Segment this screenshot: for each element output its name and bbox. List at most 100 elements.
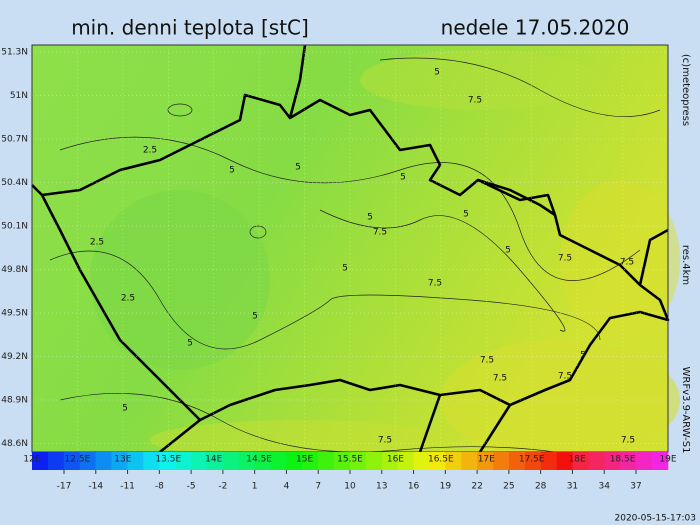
lat-labels: 51.3N 51N 50.7N 50.4N 50.1N 49.8N 49.5N 49.2N 48… xyxy=(1,48,28,450)
lon-label: 15.5E xyxy=(337,455,363,465)
colorbar-tick-label: -5 xyxy=(187,482,196,492)
colorbar-tick-label: 19 xyxy=(440,482,452,492)
border xyxy=(477,178,557,216)
lat-label: 50.4N xyxy=(1,178,28,188)
contour-label: 5 xyxy=(252,312,258,322)
lat-label: 49.8N xyxy=(1,265,28,275)
lon-label: 16.5E xyxy=(428,455,454,465)
contour-label: 2.5 xyxy=(121,294,135,304)
contour xyxy=(49,250,601,350)
contour-labels: 5 7.5 2.5 5 5 5 5 5 7.5 2.5 5 7.5 7.5 5 7.5 2.5 5 5 5 7.5 7.… xyxy=(90,68,635,446)
contour-label: 5 xyxy=(342,264,348,274)
contour-label: 5 xyxy=(434,68,440,78)
colorbar-segment xyxy=(254,452,271,470)
contour-label: 2.5 xyxy=(143,146,157,156)
contour-label: 5 xyxy=(187,339,193,349)
colorbar-segment xyxy=(477,452,494,470)
warm-area xyxy=(560,180,680,340)
colorbar-segment xyxy=(191,452,208,470)
lon-label: 13E xyxy=(114,455,131,465)
colorbar-segment xyxy=(461,452,478,470)
colorbar-segment xyxy=(652,452,669,470)
contour xyxy=(59,136,641,281)
colorbar-segment xyxy=(63,452,80,470)
colorbar-tick-label: 1 xyxy=(252,482,258,492)
lat-label: 50.1N xyxy=(1,222,28,232)
contour-label: 5 xyxy=(367,213,373,223)
colorbar-segment xyxy=(493,452,510,470)
border xyxy=(31,184,43,196)
date: nedele 17.05.2020 xyxy=(441,16,630,40)
colorbar-tick-label: 22 xyxy=(471,482,482,492)
contour-label: 2.5 xyxy=(90,238,104,248)
contour xyxy=(249,225,267,239)
contour-label: 7.5 xyxy=(621,436,635,446)
contour xyxy=(59,393,601,461)
colorbar-segment xyxy=(318,452,335,470)
colorbar-segment xyxy=(47,452,65,470)
contour-label: 7.5 xyxy=(558,254,572,264)
colorbar-tick-label: -8 xyxy=(155,482,164,492)
colorbar-segment xyxy=(143,452,160,470)
contour-label: 5 xyxy=(295,163,301,173)
colorbar-segment xyxy=(572,452,589,470)
contour-label: 5 xyxy=(580,351,586,361)
contour-label: 5 xyxy=(463,210,469,220)
border xyxy=(288,44,307,119)
colorbar-segment xyxy=(509,452,526,470)
colorbar-tick-label: 37 xyxy=(630,482,641,492)
lat-label: 49.5N xyxy=(1,309,28,319)
colorbar-segment xyxy=(350,452,367,470)
contour-label: 7.5 xyxy=(558,372,572,382)
lon-label: 13.5E xyxy=(155,455,181,465)
colorbar-segment xyxy=(206,452,224,470)
lon-label: 19E xyxy=(659,455,676,465)
colorbar-tick-label: 10 xyxy=(344,482,356,492)
lat-label: 48.9N xyxy=(1,396,28,406)
contour-label: 7.5 xyxy=(480,356,494,366)
copyright: (c)meteopress xyxy=(680,54,691,126)
title: min. denni teplota [stC] xyxy=(71,16,309,40)
lon-label: 17E xyxy=(478,455,495,465)
colorbar-tick-label: 4 xyxy=(284,482,290,492)
contour-label: 7.5 xyxy=(468,96,482,106)
warm-area xyxy=(150,420,450,460)
colorbar-tick-label: 28 xyxy=(535,482,547,492)
lat-label: 49.2N xyxy=(1,352,28,362)
colorbar xyxy=(32,452,669,470)
colorbar-tick-label: -11 xyxy=(120,482,135,492)
contour-label: 7.5 xyxy=(620,258,634,268)
colorbar-tick-label: 31 xyxy=(567,482,578,492)
warm-area xyxy=(360,50,600,110)
contour-label: 7.5 xyxy=(493,374,507,384)
lon-label: 18E xyxy=(569,455,586,465)
borders xyxy=(31,44,670,454)
colorbar-tick-label: 25 xyxy=(503,482,514,492)
colorbar-segment xyxy=(540,452,557,470)
contour xyxy=(319,209,566,332)
contour-label: 5 xyxy=(229,166,235,176)
colorbar-tick-label: 16 xyxy=(408,482,420,492)
contour xyxy=(167,103,193,117)
lon-label: 17.5E xyxy=(519,455,545,465)
contour-label: 5 xyxy=(400,173,406,183)
colorbar-segment xyxy=(445,452,462,470)
lat-label: 51N xyxy=(10,91,28,101)
lat-label: 48.6N xyxy=(1,439,28,449)
colorbar-segment xyxy=(365,452,383,470)
lat-label: 50.7N xyxy=(1,135,28,145)
colorbar-segment xyxy=(222,452,239,470)
timestamp: 2020-05-15-17:03 xyxy=(615,514,697,524)
colorbar-segment xyxy=(32,452,49,470)
colorbar-ticks: -17 -14 -11 -8 -5 -2 1 4 7 10 13 16 19 22 25 28 31 34 37 xyxy=(57,470,642,492)
border xyxy=(159,418,201,454)
resolution: res.4km xyxy=(680,245,691,285)
border xyxy=(418,394,442,453)
map: 5 7.5 2.5 5 5 5 5 5 7.5 2.5 5 7.5 7.5 5 7.5 2.5 5 5 5 7.5 7.… xyxy=(31,44,680,461)
colorbar-segment xyxy=(127,452,144,470)
contour-label: 5 xyxy=(505,246,511,256)
contours xyxy=(49,57,661,461)
lat-label: 51.3N xyxy=(1,48,28,58)
colorbar-segment xyxy=(413,452,430,470)
contour-label: 7.5 xyxy=(378,436,392,446)
